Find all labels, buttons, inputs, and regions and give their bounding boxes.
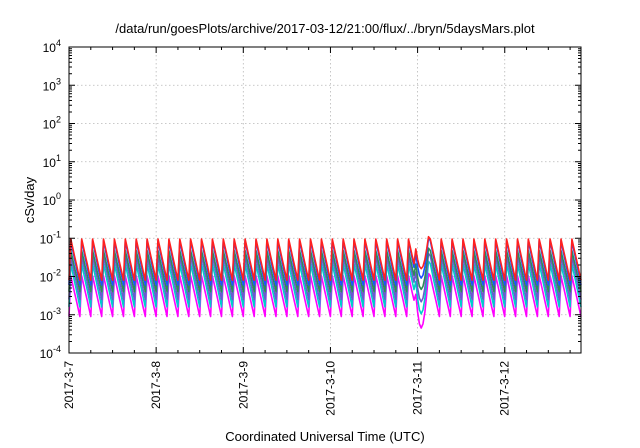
x-tick-label: 2017-3-9 xyxy=(236,361,250,409)
y-tick-label: 103 xyxy=(43,76,61,93)
x-tick-label: 2017-3-12 xyxy=(498,361,512,416)
x-tick-label: 2017-3-8 xyxy=(149,361,163,409)
y-axis-label: cSv/day xyxy=(22,176,37,223)
y-tick-labels: 10-4 10-3 10-2 10-1 100 101 102 103 104 xyxy=(40,38,61,361)
x-tick-labels: 2017-3-7 2017-3-8 2017-3-9 2017-3-10 2017-3-… xyxy=(62,361,512,416)
y-tick-label: 10-3 xyxy=(40,306,61,323)
y-tick-label: 100 xyxy=(43,191,61,208)
x-tick-label: 2017-3-7 xyxy=(62,361,76,409)
y-tick-label: 10-2 xyxy=(40,268,61,285)
y-tick-label: 104 xyxy=(43,38,61,55)
x-tick-label: 2017-3-11 xyxy=(411,361,425,415)
series-line xyxy=(68,235,582,281)
plot-frame xyxy=(68,46,582,354)
chart-title: /data/run/goesPlots/archive/2017-03-12/2… xyxy=(115,21,535,36)
y-tick-label: 10-4 xyxy=(40,344,61,361)
y-tick-label: 10-1 xyxy=(40,229,61,246)
y-tick-label: 102 xyxy=(43,115,61,132)
x-axis-label: Coordinated Universal Time (UTC) xyxy=(225,429,424,444)
y-tick-label: 101 xyxy=(43,153,61,170)
x-tick-label: 2017-3-10 xyxy=(323,361,337,416)
series-layer xyxy=(68,235,582,329)
